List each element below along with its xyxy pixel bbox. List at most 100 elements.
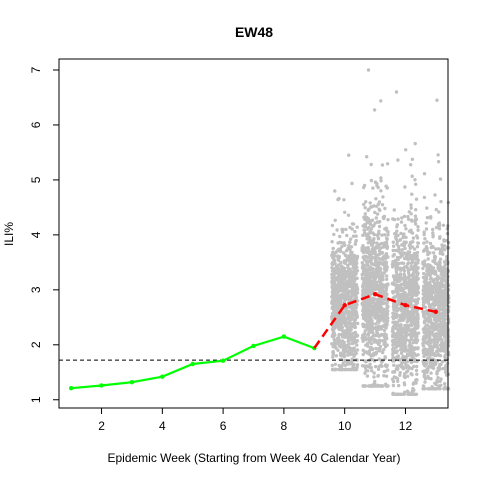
forecast-sample-point: [356, 321, 360, 326]
forecast-cloud: [330, 68, 451, 396]
forecast-sample-point: [441, 223, 446, 227]
forecast-sample-point: [438, 260, 442, 265]
forecast-sample-point: [385, 323, 389, 327]
forecast-sample-point: [365, 305, 369, 310]
forecast-sample-point: [391, 244, 396, 248]
forecast-sample-point: [405, 352, 410, 356]
forecast-sample-point: [422, 372, 427, 377]
forecast-sample-point: [348, 362, 352, 366]
forecast-sample-point: [340, 364, 344, 368]
forecast-sample-point: [407, 332, 411, 337]
forecast-sample-point: [410, 174, 414, 178]
forecast-sample-point: [347, 153, 351, 157]
forecast-sample-point: [395, 364, 399, 368]
forecast-sample-point: [412, 270, 416, 275]
forecast-sample-point: [396, 379, 400, 383]
forecast-sample-point: [354, 234, 358, 238]
forecast-sample-point: [352, 253, 357, 258]
forecast-sample-point: [401, 266, 406, 270]
forecast-sample-point: [423, 277, 427, 281]
forecast-sample-point: [423, 364, 427, 368]
forecast-sample-point: [415, 250, 420, 255]
forecast-sample-point: [408, 328, 412, 333]
forecast-sample-point: [340, 327, 344, 331]
forecast-sample-point: [341, 361, 345, 365]
forecast-sample-point: [392, 296, 397, 300]
forecast-sample-point: [353, 229, 357, 234]
forecast-sample-point: [415, 372, 419, 376]
observed-point: [251, 343, 256, 349]
forecast-sample-point: [346, 213, 351, 217]
forecast-sample-point: [331, 329, 335, 333]
forecast-sample-point: [369, 300, 374, 305]
forecast-sample-point: [396, 244, 401, 249]
forecast-sample-point: [435, 369, 439, 374]
forecast-sample-point: [367, 235, 371, 239]
forecast-sample-point: [376, 202, 381, 206]
forecast-sample-point: [438, 384, 442, 388]
forecast-sample-point: [431, 363, 435, 368]
forecast-sample-point: [335, 311, 339, 316]
forecast-sample-point: [368, 319, 372, 324]
forecast-sample-point: [379, 306, 384, 310]
forecast-sample-point: [401, 355, 405, 359]
forecast-sample-point: [382, 284, 386, 288]
forecast-sample-point: [416, 277, 420, 281]
forecast-sample-point: [430, 352, 434, 356]
forecast-sample-point: [402, 381, 406, 385]
forecast-sample-point: [333, 333, 337, 337]
forecast-sample-point: [425, 206, 429, 210]
forecast-sample-point: [361, 284, 365, 289]
forecast-sample-point: [424, 316, 429, 321]
forecast-sample-point: [406, 217, 411, 221]
forecast-sample-point: [392, 338, 396, 343]
forecast-sample-point: [378, 283, 382, 288]
forecast-sample-point: [375, 212, 380, 216]
forecast-sample-point: [354, 367, 358, 372]
forecast-sample-point: [368, 308, 372, 312]
forecast-sample-point: [434, 272, 438, 276]
forecast-sample-point: [404, 313, 408, 318]
forecast-sample-point: [429, 325, 433, 329]
forecast-sample-point: [372, 298, 376, 302]
forecast-sample-point: [337, 363, 341, 368]
forecast-sample-point: [386, 305, 390, 309]
forecast-sample-point: [403, 333, 408, 337]
forecast-sample-point: [414, 293, 418, 298]
forecast-sample-point: [409, 218, 414, 222]
forecast-sample-point: [386, 233, 390, 237]
forecast-sample-point: [385, 265, 389, 269]
forecast-sample-point: [444, 258, 449, 262]
forecast-sample-point: [424, 281, 428, 285]
forecast-sample-point: [402, 341, 407, 345]
forecast-sample-point: [385, 319, 390, 323]
forecast-sample-point: [376, 367, 381, 371]
forecast-sample-point: [427, 387, 431, 391]
forecast-sample-point: [400, 248, 404, 252]
forecast-sample-point: [332, 367, 336, 372]
forecast-sample-point: [361, 306, 366, 310]
forecast-sample-point: [342, 331, 346, 336]
forecast-sample-point: [335, 249, 339, 253]
forecast-sample-point: [363, 217, 367, 221]
forecast-sample-point: [338, 234, 342, 239]
forecast-sample-point: [384, 364, 389, 369]
forecast-sample-point: [346, 353, 350, 357]
forecast-sample-point: [431, 266, 436, 270]
forecast-sample-point: [343, 290, 347, 294]
forecast-sample-point: [367, 225, 371, 230]
forecast-sample-point: [365, 263, 370, 268]
forecast-sample-point: [330, 342, 334, 346]
forecast-sample-point: [425, 296, 429, 300]
forecast-sample-point: [364, 254, 368, 259]
forecast-sample-point: [377, 338, 382, 342]
forecast-sample-point: [411, 236, 416, 240]
forecast-sample-point: [333, 267, 338, 271]
forecast-sample-point: [369, 257, 373, 262]
forecast-sample-point: [394, 90, 399, 94]
forecast-sample-point: [361, 233, 365, 237]
forecast-sample-point: [361, 339, 365, 343]
forecast-sample-point: [394, 345, 398, 349]
forecast-sample-point: [382, 342, 386, 346]
forecast-sample-point: [439, 347, 444, 352]
